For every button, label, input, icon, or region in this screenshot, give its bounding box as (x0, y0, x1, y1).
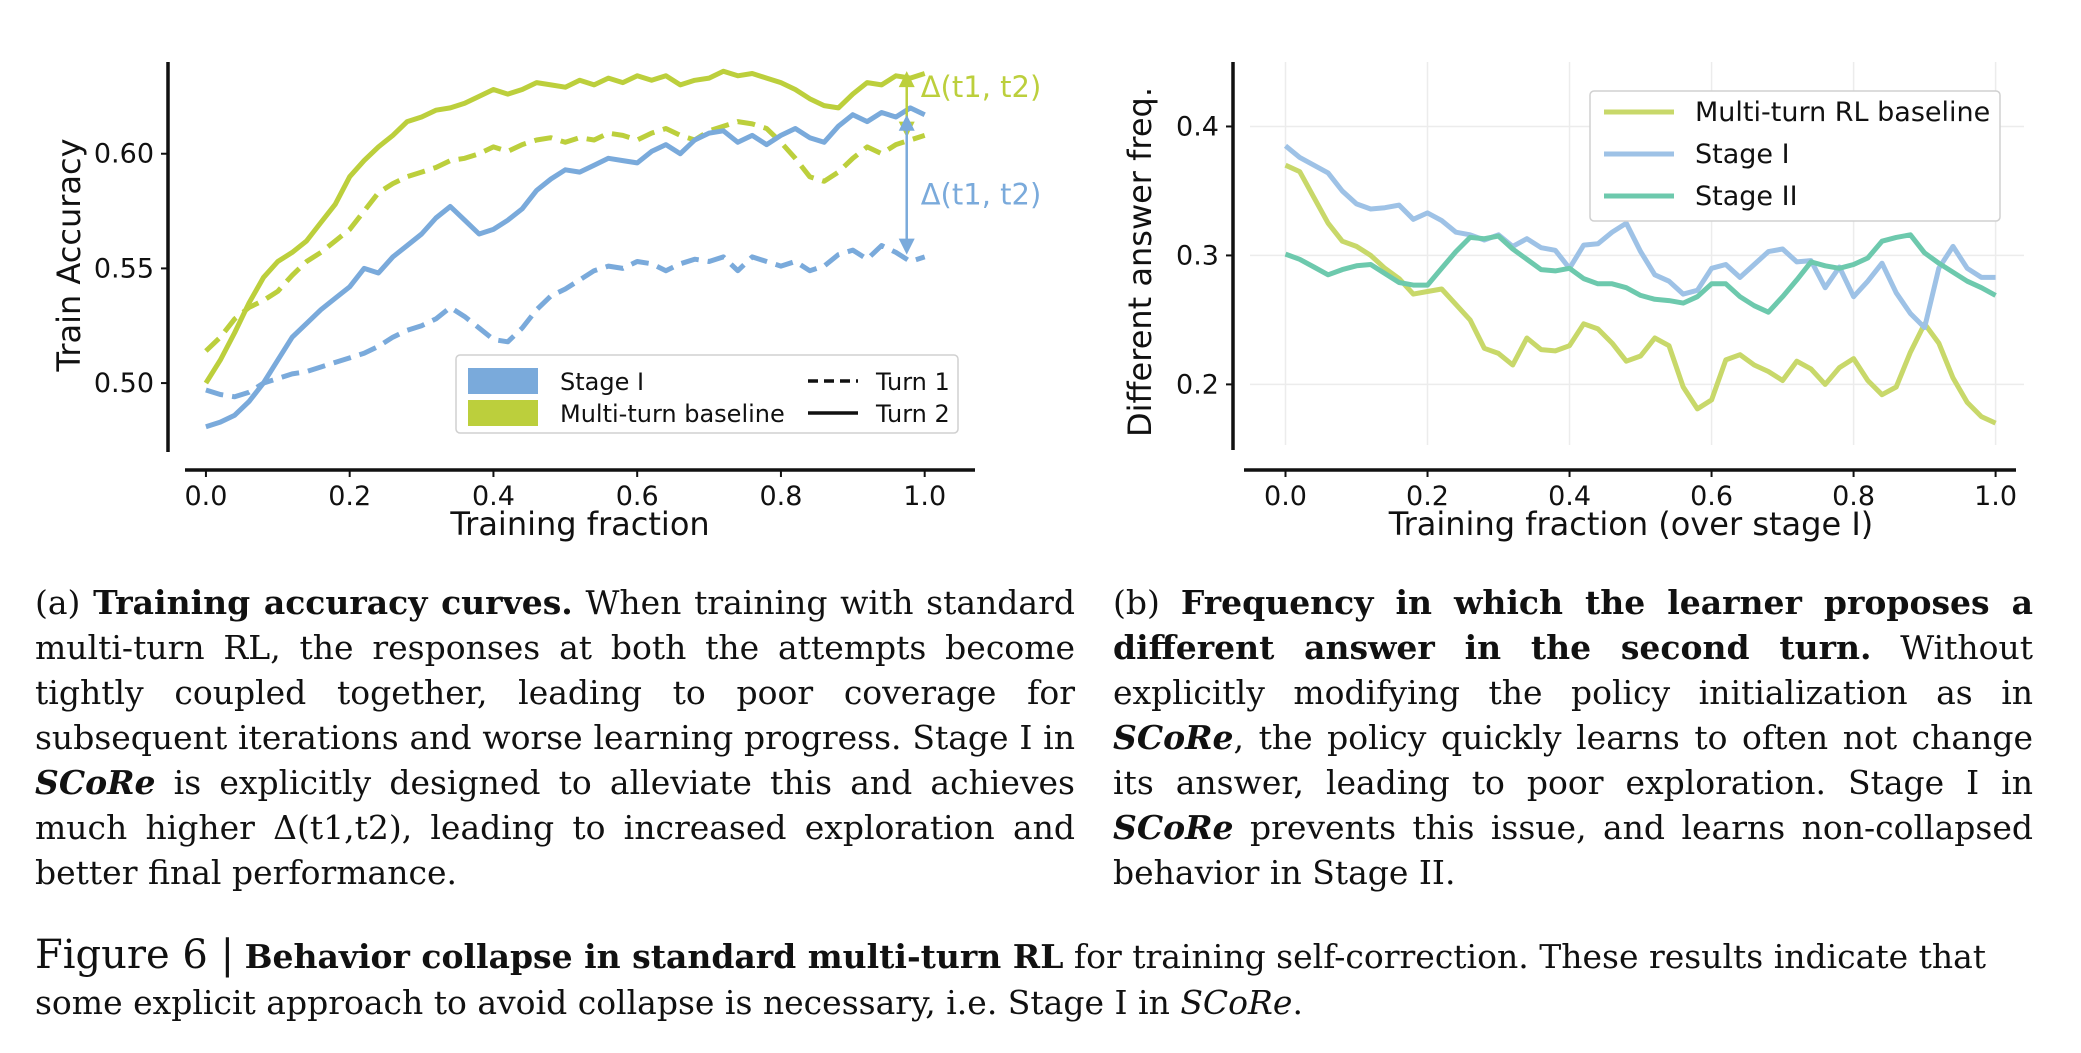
chartB-xtick-label-4: 0.8 (1832, 481, 1875, 512)
chartB-xtick-label-5: 1.0 (1974, 481, 2017, 512)
chartA-ytick-label-1: 0.55 (94, 253, 154, 284)
caption-b-text3: prevents this issue, and learns non-coll… (1113, 808, 2033, 892)
chartB-series-stage-ii (1284, 232, 1997, 315)
chartB-legend-label-1: Stage I (1695, 139, 1790, 170)
caption-a-label: (a) (35, 583, 81, 622)
chartA-xtick-label-4: 0.8 (759, 481, 802, 512)
chartA-series-multi-turn-baseline-turn-2 (203, 68, 926, 385)
caption-b-score-2: SCoRe (1113, 808, 1234, 847)
chartA-legend-label-2: Turn 1 (875, 368, 950, 396)
figure-caption-text2: . (1292, 983, 1303, 1022)
chartA-xtick-label-1: 0.2 (328, 481, 371, 512)
chartB-legend-frame (1589, 90, 2001, 222)
chartA-legend-label-1: Multi-turn baseline (560, 400, 785, 428)
chartB-legend-label-0: Multi-turn RL baseline (1695, 97, 1990, 128)
figure-caption: Figure 6 | Behavior collapse in standard… (35, 932, 2045, 1026)
chartA-xtick-label-5: 1.0 (903, 481, 946, 512)
chartB-xtick-label-1: 0.2 (1406, 481, 1449, 512)
chartA-delta-arrowhead-top-0 (898, 71, 915, 88)
chartB-xtick-label-3: 0.6 (1690, 481, 1733, 512)
chart-b-xlabel: Training fraction (over stage I) (1388, 505, 1873, 543)
chartB-xtick-label-2: 0.4 (1548, 481, 1591, 512)
figure-caption-text1: for training self-correction. These resu… (35, 937, 1987, 1022)
chartA-delta-arrowhead-top-1 (898, 114, 915, 131)
caption-a-text2: is explicitly designed to alleviate this… (35, 763, 1075, 892)
chartB-series-stage-i (1283, 143, 1996, 331)
caption-b-score-1: SCoRe (1113, 718, 1234, 757)
chart-a-legend: Stage I Multi-turn baseline Turn 1 Turn 2 (455, 354, 959, 434)
chartA-ytick-label-2: 0.60 (94, 139, 154, 170)
chartA-xtick-label-0: 0.0 (184, 481, 227, 512)
caption-b: (b) Frequency in which the learner propo… (1113, 580, 2033, 895)
chartA-legend-label-0: Stage I (560, 368, 644, 396)
chartA-series-stage-i-turn-2 (205, 105, 926, 430)
figure-caption-bold: Behavior collapse in standard multi-turn… (244, 937, 1064, 976)
caption-a-score: SCoRe (35, 763, 156, 802)
chartA-delta-label-1: Δ(t1, t2) (921, 178, 1042, 212)
chartB-ytick-label-0: 0.2 (1176, 369, 1219, 400)
chartB-ytick-label-2: 0.4 (1176, 111, 1219, 142)
chart-a: 0.0 0.2 0.4 0.6 0.8 1.0 0.50 0.55 0.60 Δ(t1, t2)… (50, 62, 1042, 543)
chartA-delta-arrowhead-bottom-1 (898, 238, 915, 255)
chartA-delta-label-0: Δ(t1, t2) (921, 70, 1042, 104)
chartB-ytick-label-1: 0.3 (1176, 240, 1219, 271)
caption-b-bold: Frequency in which the learner proposes … (1113, 583, 2033, 667)
chartA-legend-swatch-1 (468, 400, 538, 426)
chart-b-ylabel: Different answer freq. (1121, 87, 1159, 437)
caption-a-text1: When training with standard multi-turn R… (35, 583, 1075, 757)
caption-b-text2: , the policy quickly learns to often not… (1113, 718, 2033, 802)
chart-b-legend: Multi-turn RL baseline Stage I Stage II (1589, 90, 2001, 222)
chartA-series-multi-turn-baseline-turn-1 (204, 119, 926, 353)
caption-a-bold: Training accuracy curves. (93, 583, 573, 622)
caption-b-text1: Without explicitly modifying the policy … (1113, 628, 2034, 712)
caption-b-label: (b) (1113, 583, 1160, 622)
caption-a: (a) Training accuracy curves. When train… (35, 580, 1075, 895)
chart-b: 0.0 0.2 0.4 0.6 0.8 1.0 0.2 0.3 0.4 Training fra… (1121, 62, 2024, 543)
chartA-legend-label-3: Turn 2 (875, 400, 950, 428)
chartA-ytick-label-0: 0.50 (94, 368, 154, 399)
chart-a-xlabel: Training fraction (449, 505, 709, 543)
chartA-xtick-label-3: 0.6 (616, 481, 659, 512)
chart-a-ylabel: Train Accuracy (50, 138, 88, 372)
chartA-series-stage-i-turn-1 (205, 243, 926, 400)
chartA-xtick-label-2: 0.4 (472, 481, 515, 512)
figure-caption-score: SCoRe (1180, 983, 1293, 1022)
figure-number: Figure 6 | (35, 932, 235, 978)
chartB-xtick-label-0: 0.0 (1264, 481, 1307, 512)
chartB-legend-label-2: Stage II (1695, 181, 1798, 212)
chartA-legend-swatch-0 (468, 368, 538, 394)
